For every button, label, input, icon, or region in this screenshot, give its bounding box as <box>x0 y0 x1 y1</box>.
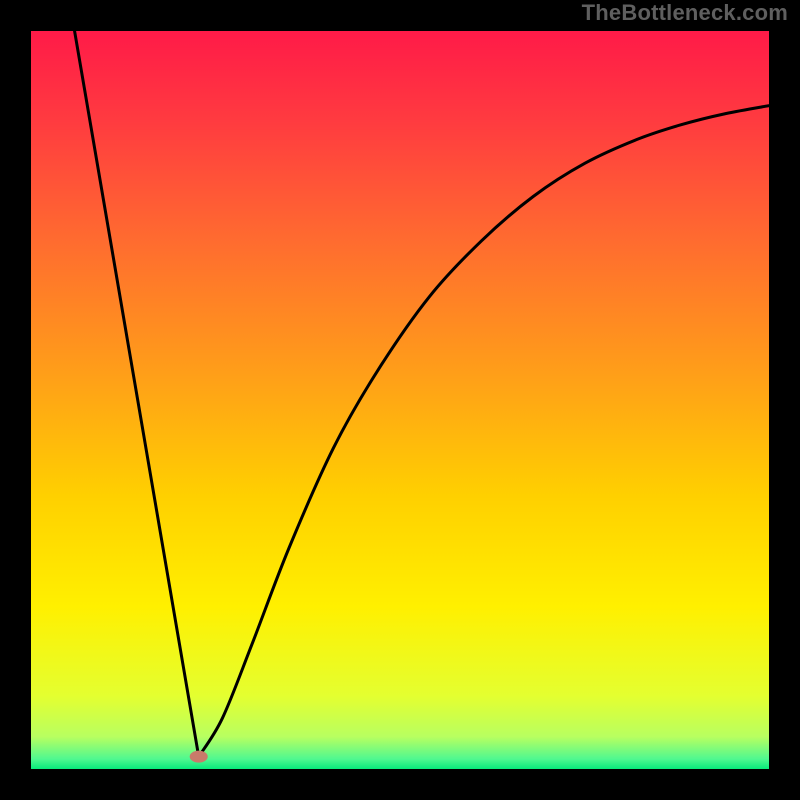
gradient-background <box>30 30 770 770</box>
plot-area <box>30 30 770 770</box>
chart-svg <box>30 30 770 770</box>
chart-container: { "canvas": { "width": 800, "height": 80… <box>0 0 800 800</box>
watermark-text: TheBottleneck.com <box>582 0 788 26</box>
well-marker-dot <box>190 751 208 763</box>
